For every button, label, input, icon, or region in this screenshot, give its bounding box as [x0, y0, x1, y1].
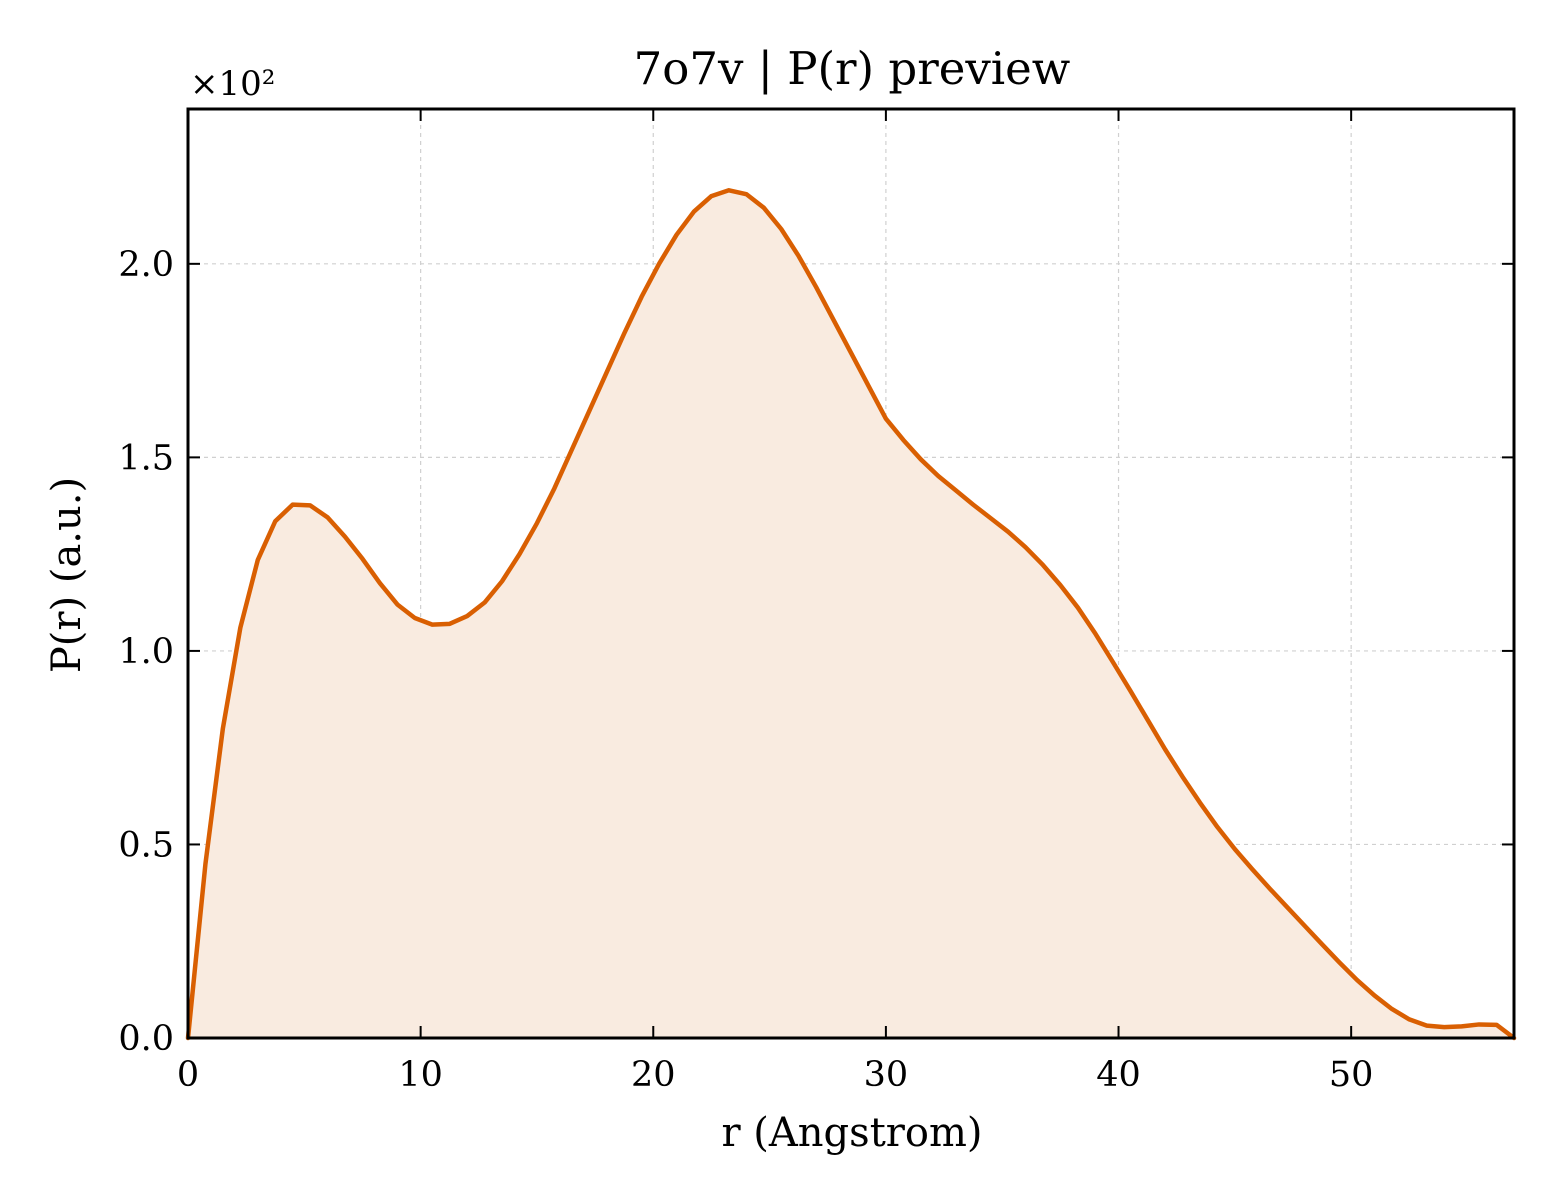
ticks: 0 10 20 30 40 50 0.0 0.5 1.0 1.5 2.0 — [118, 109, 1514, 1095]
x-axis-label: r (Angstrom) — [721, 1110, 982, 1156]
y-tick-label: 1.0 — [118, 632, 174, 672]
x-tick-label: 50 — [1329, 1055, 1374, 1095]
area-fill — [188, 190, 1514, 1039]
x-tick-label: 0 — [177, 1055, 199, 1095]
x-tick-label: 30 — [864, 1055, 909, 1095]
x-tick-label: 20 — [631, 1055, 676, 1095]
y-tick-label: 2.0 — [118, 245, 174, 285]
series-line — [185, 188, 1517, 1041]
y-tick-label: 0.0 — [118, 1019, 174, 1059]
y-multiplier: ×10² — [190, 64, 275, 104]
plot-frame — [186, 107, 1516, 1040]
x-tick-label: 10 — [398, 1055, 443, 1095]
y-tick-label: 0.5 — [118, 825, 174, 865]
x-tick-label: 40 — [1096, 1055, 1141, 1095]
y-axis-label: P(r) (a.u.) — [44, 477, 90, 673]
chart-title: 7o7v | P(r) preview — [634, 42, 1071, 95]
y-tick-label: 1.5 — [118, 438, 174, 478]
